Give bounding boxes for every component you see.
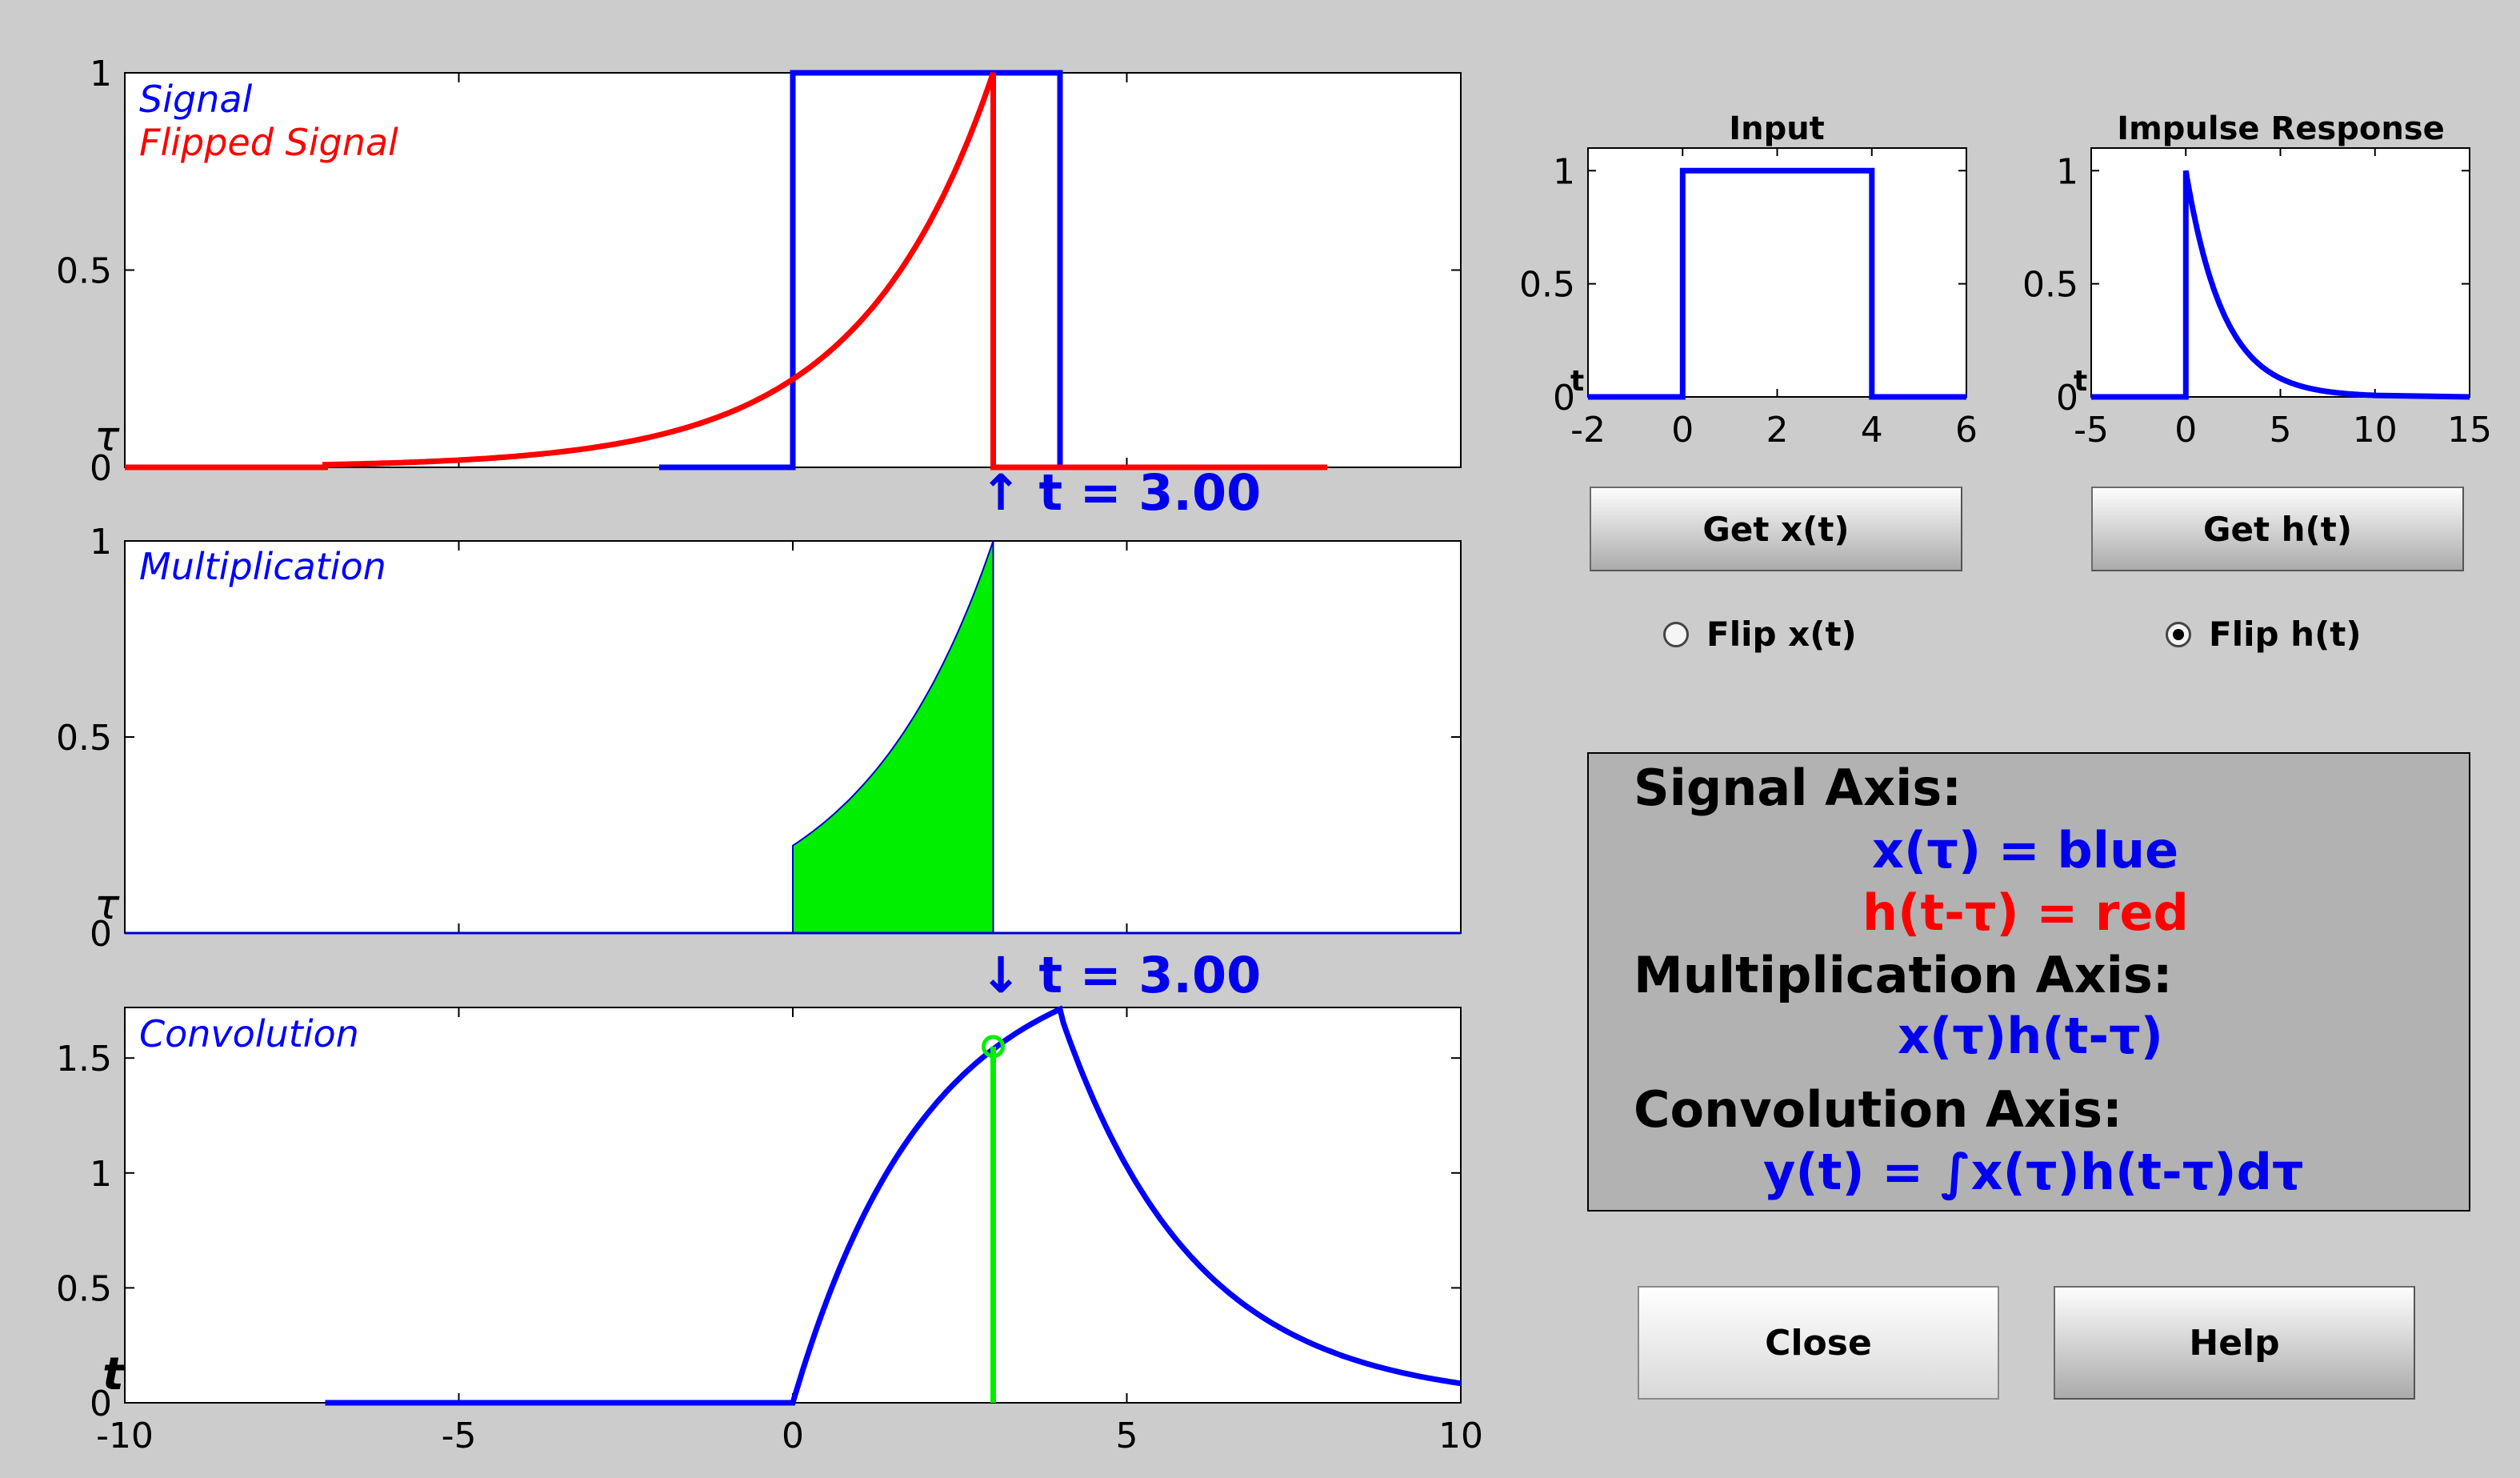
- tau-axis-label: τ: [94, 413, 120, 461]
- help-button[interactable]: Help: [2054, 1286, 2415, 1400]
- impulse-title: Impulse Response: [2117, 110, 2445, 147]
- input-xtick-label: 0: [1671, 410, 1694, 451]
- input-series-line: [1588, 167, 1966, 400]
- convolution-time-marker: [982, 1035, 1005, 1059]
- conv-xtick-label: -5: [442, 1416, 477, 1456]
- impulse-xtick-label: -5: [2074, 410, 2109, 451]
- input-title: Input: [1729, 110, 1825, 147]
- impulse-xtick-label: 15: [2447, 410, 2492, 451]
- conv-xtick-label: -10: [96, 1416, 154, 1456]
- input-t-label: t: [1570, 365, 1584, 398]
- legend-panel: Signal Axis: x(τ) = blue h(t-τ) = red Mu…: [1587, 752, 2470, 1212]
- conv-ytick-label: 1: [90, 1154, 112, 1195]
- time-marker-down: ↓ t = 3.00: [980, 946, 1261, 1004]
- signal-axis-heading: Signal Axis:: [1634, 759, 1962, 817]
- conv-xtick-label: 10: [1438, 1416, 1483, 1456]
- input-ytick-label: 0: [1553, 378, 1575, 419]
- input-xtick-label: 4: [1861, 410, 1883, 451]
- convolution-formula: y(t) = ∫x(τ)h(t-τ)dτ: [1763, 1143, 2304, 1201]
- input-xtick-label: -2: [1570, 410, 1606, 451]
- signal-ytick-label: 1: [90, 54, 112, 94]
- product-legend: x(τ)h(t-τ): [1898, 1007, 2163, 1065]
- input-ytick-label: 1: [1553, 151, 1575, 192]
- convolution-series-line: [325, 1005, 1462, 1406]
- h-t-tau-legend: h(t-τ) = red: [1862, 883, 2189, 942]
- impulse-axis: [2090, 147, 2470, 398]
- x-tau-legend: x(τ) = blue: [1872, 821, 2179, 879]
- impulse-t-label: t: [2074, 365, 2087, 398]
- convolution-legend: Convolution: [139, 1012, 359, 1055]
- conv-ytick-label: 0: [90, 1384, 112, 1424]
- time-marker-up: ↑ t = 3.00: [980, 463, 1261, 522]
- tau-axis-label-2: τ: [94, 881, 120, 929]
- flip-x-label: Flip x(t): [1706, 615, 1857, 654]
- input-ytick-label: 0.5: [1519, 265, 1575, 306]
- impulse-ytick-label: 1: [2056, 151, 2078, 192]
- signal-legend: Signal: [139, 78, 253, 121]
- conv-ytick-label: 0.5: [56, 1268, 112, 1309]
- signal-ytick-label: 0: [90, 448, 112, 489]
- signal-ytick-label: 0.5: [56, 251, 112, 292]
- input-axis: [1587, 147, 1967, 398]
- flip-x-radio-circle[interactable]: [1663, 621, 1689, 647]
- close-button[interactable]: Close: [1638, 1286, 1999, 1400]
- input-xtick-label: 6: [1955, 410, 1978, 451]
- conv-ytick-label: 1.5: [56, 1039, 112, 1079]
- input-xtick-label: 2: [1766, 410, 1789, 451]
- multiplication-legend: Multiplication: [139, 545, 386, 588]
- get-h-button[interactable]: Get h(t): [2091, 487, 2464, 571]
- flipped-signal-series-line: [125, 71, 1327, 471]
- flip-h-radio[interactable]: Flip h(t): [2166, 615, 2362, 654]
- impulse-xtick-label: 5: [2270, 410, 2292, 451]
- convolution-axis: [124, 1007, 1462, 1404]
- get-x-button[interactable]: Get x(t): [1590, 487, 1962, 571]
- mult-ytick-label: 0: [90, 914, 112, 955]
- impulse-xtick-label: 0: [2174, 410, 2197, 451]
- flipped-signal-legend: Flipped Signal: [139, 121, 398, 164]
- mult-ytick-label: 0.5: [56, 718, 112, 759]
- mult-ytick-label: 1: [90, 522, 112, 563]
- flip-h-radio-circle[interactable]: [2166, 621, 2191, 647]
- impulse-xtick-label: 10: [2353, 410, 2398, 451]
- impulse-ytick-label: 0.5: [2022, 265, 2078, 306]
- impulse-ytick-label: 0: [2056, 378, 2078, 419]
- multiplication-axis-heading: Multiplication Axis:: [1634, 946, 2173, 1004]
- multiplication-area: [792, 540, 994, 934]
- impulse-series-line: [2091, 170, 2470, 400]
- flip-h-label: Flip h(t): [2209, 615, 2362, 654]
- flip-x-radio[interactable]: Flip x(t): [1663, 615, 1857, 654]
- t-axis-label: t: [102, 1348, 126, 1400]
- conv-xtick-label: 5: [1116, 1416, 1138, 1456]
- conv-xtick-label: 0: [782, 1416, 804, 1456]
- convolution-axis-heading: Convolution Axis:: [1634, 1080, 2122, 1139]
